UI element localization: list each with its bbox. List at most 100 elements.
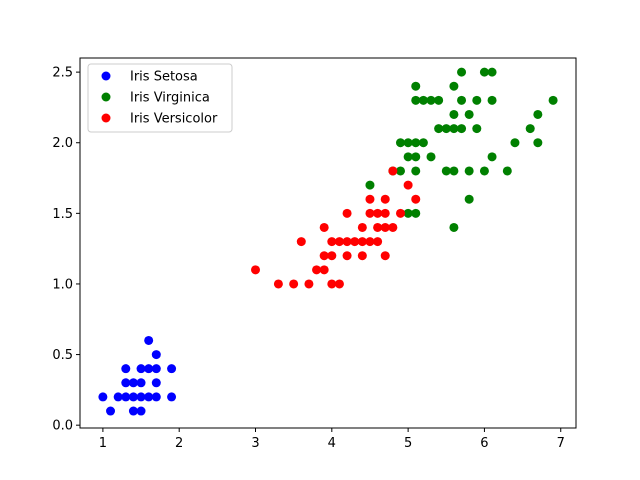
data-point [319,222,329,232]
x-tick-label: 7 [557,436,565,451]
data-point [487,152,497,162]
data-point [510,138,520,148]
data-point [403,208,413,218]
data-point [136,378,146,388]
data-point [426,95,436,105]
data-point [380,251,390,261]
data-point [128,378,138,388]
data-point [487,67,497,77]
data-point [434,95,444,105]
data-point [365,208,375,218]
data-point [128,406,138,416]
data-point [128,392,138,402]
data-point [434,124,444,134]
legend-item: Iris Versicolor [101,112,218,127]
x-tick-label: 1 [99,436,107,451]
data-point [121,392,131,402]
data-point [411,208,421,218]
data-point [334,279,344,289]
data-point [342,237,352,247]
series-iris-versicolor [251,166,421,289]
data-point [449,222,459,232]
data-point [380,208,390,218]
data-point [342,208,352,218]
data-points-layer [98,67,558,416]
x-tick-label: 2 [175,436,183,451]
series-iris-virginica [365,67,558,232]
data-point [548,95,558,105]
legend-marker [101,92,111,102]
data-point [273,279,283,289]
data-point [418,95,428,105]
legend-label: Iris Versicolor [130,112,218,127]
x-tick-label: 5 [404,436,412,451]
data-point [365,180,375,190]
data-point [296,237,306,247]
data-point [449,109,459,119]
data-point [121,378,131,388]
data-point [472,124,482,134]
data-point [457,124,467,134]
data-point [289,279,299,289]
data-point [327,237,337,247]
legend-box [87,63,233,133]
legend-item: Iris Setosa [101,70,198,85]
legend-marker [101,113,111,123]
data-point [365,194,375,204]
data-point [365,237,375,247]
y-tick-label: 2.5 [52,66,73,81]
data-point [441,124,451,134]
data-point [342,251,352,261]
data-point [487,95,497,105]
data-point [334,237,344,247]
data-point [319,251,329,261]
data-point [121,364,131,374]
data-point [144,335,154,345]
data-point [327,279,337,289]
data-point [464,166,474,176]
series-iris-setosa [98,335,177,416]
data-point [403,138,413,148]
data-point [167,364,177,374]
data-point [395,166,405,176]
data-point [411,95,421,105]
data-point [350,237,360,247]
data-point [136,392,146,402]
data-point [327,251,337,261]
data-point [151,364,161,374]
plot-area-frame [79,57,577,429]
data-point [449,166,459,176]
data-point [441,166,451,176]
data-point [167,392,177,402]
y-tick-label: 0.5 [52,348,73,363]
x-tick-label: 6 [480,436,488,451]
legend-label: Iris Virginica [130,91,210,106]
data-point [113,392,123,402]
y-tick-label: 2.0 [52,136,73,151]
data-point [98,392,108,402]
data-point [357,222,367,232]
data-point [457,95,467,105]
data-point [479,67,489,77]
data-point [136,406,146,416]
data-point [151,350,161,360]
data-point [106,406,116,416]
data-point [357,251,367,261]
data-point [502,166,512,176]
x-tick-label: 3 [251,436,259,451]
data-point [411,81,421,91]
data-point [479,166,489,176]
data-point [380,222,390,232]
data-point [472,95,482,105]
data-point [251,265,261,275]
data-point [457,67,467,77]
data-point [304,279,314,289]
data-point [151,378,161,388]
data-point [373,222,383,232]
legend-marker [101,71,111,81]
data-point [525,124,535,134]
data-point [144,364,154,374]
data-point [388,166,398,176]
